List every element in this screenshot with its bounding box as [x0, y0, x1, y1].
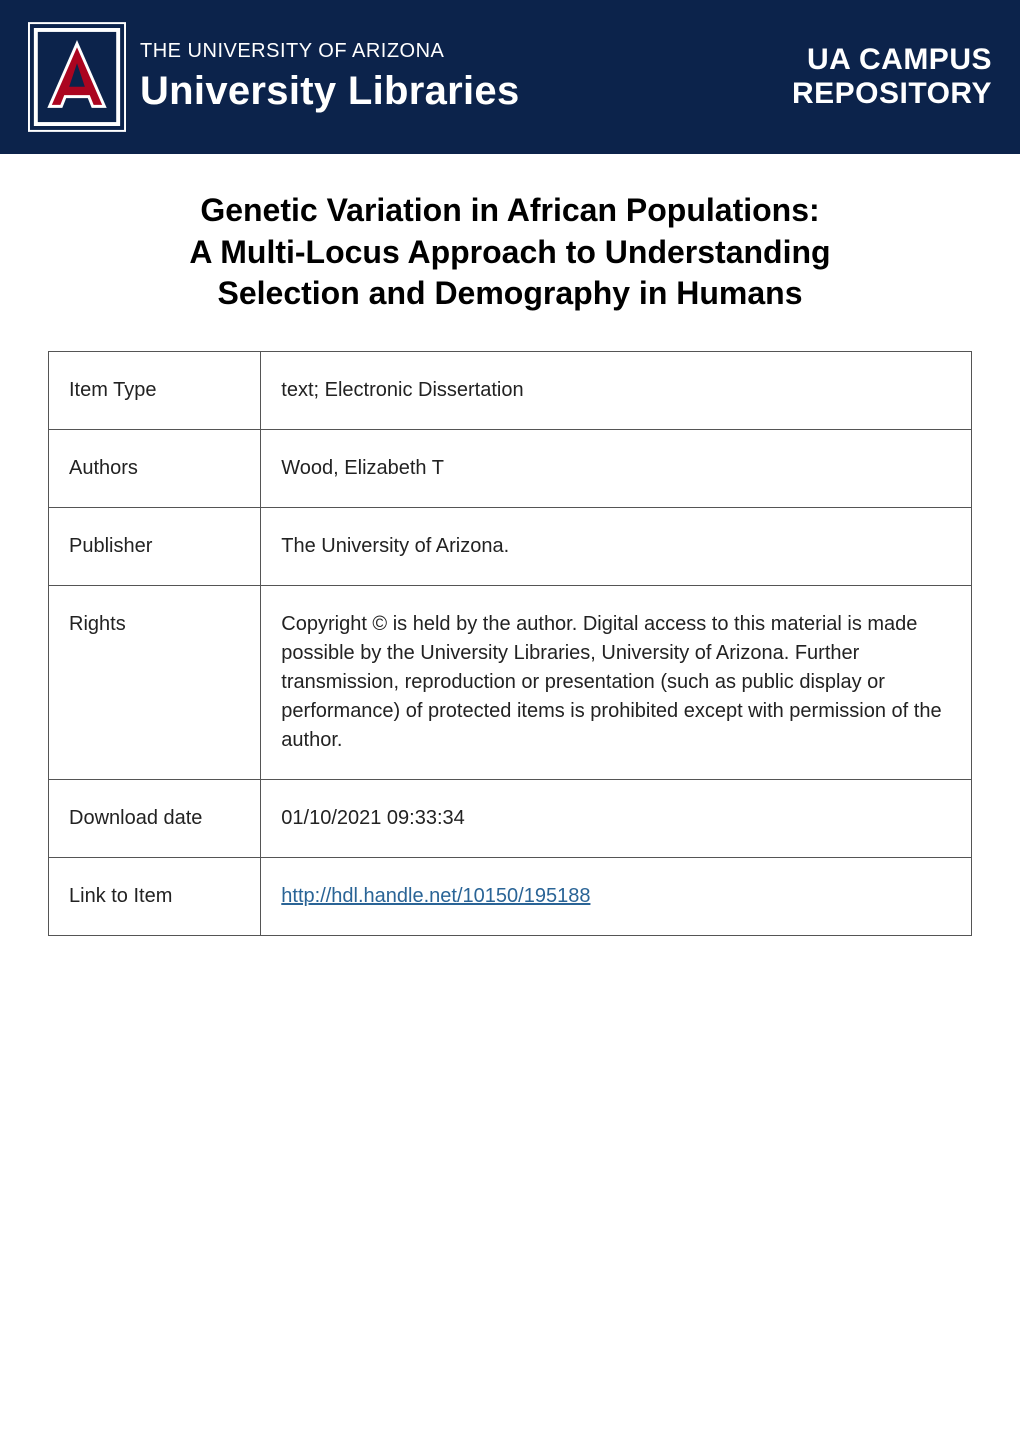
table-row: Item Type text; Electronic Dissertation — [49, 351, 972, 429]
header-banner: THE UNIVERSITY OF ARIZONA University Lib… — [0, 0, 1020, 154]
meta-key: Authors — [49, 429, 261, 507]
campus-line-2: REPOSITORY — [792, 77, 992, 112]
meta-key: Link to Item — [49, 857, 261, 935]
header-text-block: THE UNIVERSITY OF ARIZONA University Lib… — [140, 40, 520, 114]
meta-key: Publisher — [49, 507, 261, 585]
meta-value: Copyright © is held by the author. Digit… — [261, 585, 972, 779]
meta-value: Wood, Elizabeth T — [261, 429, 972, 507]
table-row: Download date 01/10/2021 09:33:34 — [49, 779, 972, 857]
meta-value: text; Electronic Dissertation — [261, 351, 972, 429]
item-link[interactable]: http://hdl.handle.net/10150/195188 — [281, 885, 590, 907]
university-name: THE UNIVERSITY OF ARIZONA — [140, 40, 520, 63]
title-line-1: Genetic Variation in African Populations… — [68, 190, 952, 232]
table-row: Authors Wood, Elizabeth T — [49, 429, 972, 507]
libraries-name: University Libraries — [140, 69, 520, 114]
title-line-2: A Multi-Locus Approach to Understanding — [68, 232, 952, 274]
table-row: Rights Copyright © is held by the author… — [49, 585, 972, 779]
header-left: THE UNIVERSITY OF ARIZONA University Lib… — [28, 22, 520, 132]
meta-value: The University of Arizona. — [261, 507, 972, 585]
meta-key: Rights — [49, 585, 261, 779]
content: Genetic Variation in African Populations… — [0, 154, 1020, 984]
ua-logo-icon — [28, 22, 126, 132]
campus-line-1: UA CAMPUS — [807, 43, 992, 78]
meta-value: 01/10/2021 09:33:34 — [261, 779, 972, 857]
meta-value: http://hdl.handle.net/10150/195188 — [261, 857, 972, 935]
metadata-table: Item Type text; Electronic Dissertation … — [48, 351, 972, 936]
meta-key: Download date — [49, 779, 261, 857]
meta-key: Item Type — [49, 351, 261, 429]
table-row: Publisher The University of Arizona. — [49, 507, 972, 585]
title-line-3: Selection and Demography in Humans — [68, 273, 952, 315]
page-title: Genetic Variation in African Populations… — [48, 190, 972, 315]
header-right: UA CAMPUS REPOSITORY — [792, 43, 992, 112]
table-row: Link to Item http://hdl.handle.net/10150… — [49, 857, 972, 935]
